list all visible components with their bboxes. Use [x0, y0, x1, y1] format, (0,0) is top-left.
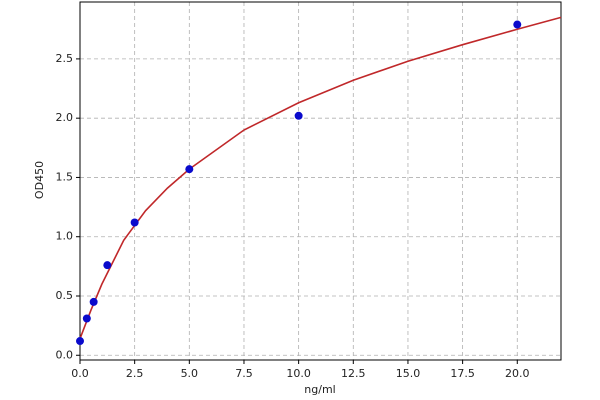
y-tick-label: 1.5 — [56, 170, 74, 183]
data-point — [76, 337, 84, 346]
y-tick-label: 0.0 — [56, 348, 74, 361]
y-tick-label: 1.0 — [56, 230, 74, 243]
x-tick-label: 0.0 — [71, 367, 89, 380]
data-point — [130, 218, 139, 227]
y-tick-label: 2.0 — [56, 111, 74, 124]
x-tick-label: 5.0 — [181, 367, 199, 380]
x-tick-label: 17.5 — [450, 367, 475, 380]
plot-frame — [79, 1, 562, 361]
x-tick-label: 15.0 — [396, 367, 421, 380]
x-tick-label: 2.5 — [126, 367, 144, 380]
fit-curve — [79, 16, 562, 339]
y-tick-label: 0.5 — [56, 289, 74, 302]
x-axis-label: ng/ml — [304, 383, 335, 396]
x-tick-label: 12.5 — [341, 367, 366, 380]
data-point — [103, 261, 112, 270]
data-point — [513, 20, 522, 29]
x-tick-label: 10.0 — [286, 367, 311, 380]
y-axis-label: OD450 — [33, 161, 46, 199]
x-tick-label: 7.5 — [235, 367, 253, 380]
data-point — [82, 314, 91, 323]
data-point — [89, 297, 98, 306]
x-tick-label: 20.0 — [505, 367, 530, 380]
data-point — [294, 111, 303, 120]
data-point — [185, 165, 194, 174]
y-tick-label: 2.5 — [56, 52, 74, 65]
